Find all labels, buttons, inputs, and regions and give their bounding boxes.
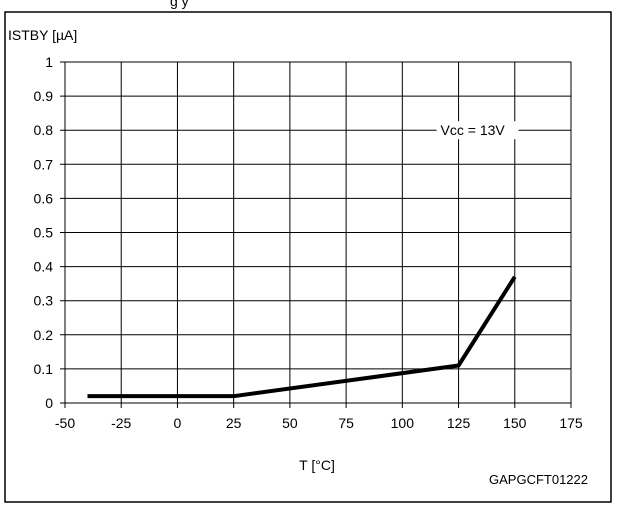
x-tick-label: 175 [559,415,583,431]
annotation-vcc: Vcc = 13V [441,122,506,138]
y-tick-labels: 0 0.1 0.2 0.3 0.4 0.5 0.6 0.7 0.8 0.9 1 [34,54,54,411]
x-tick-label: 25 [226,415,242,431]
x-tick-label: 100 [391,415,415,431]
y-tick-label: 0.3 [34,293,54,309]
series-line-istby [87,275,517,399]
y-tick-label: 0.7 [34,156,54,172]
figure-code: GAPGCFT01222 [489,472,588,487]
figure-frame [4,11,612,503]
x-tick-label: 125 [447,415,471,431]
y-tick-label: 0.6 [34,190,54,206]
y-tick-label: 0 [45,395,53,411]
x-tick-label: -50 [55,415,75,431]
plot-area [64,61,572,404]
x-tick-label: -25 [111,415,131,431]
annotation-group: Vcc = 13V [436,121,519,140]
y-tick-label: 0.1 [34,361,54,377]
x-tick-label: 50 [282,415,298,431]
x-tick-label: 0 [174,415,182,431]
y-tick-label: 0.2 [34,327,54,343]
x-tick-label: 150 [503,415,527,431]
y-tick-label: 0.9 [34,88,54,104]
y-tick-label: 0.8 [34,122,54,138]
grid [60,61,572,408]
x-axis-label: T [°C] [299,457,335,473]
x-tick-labels: -50 -25 0 25 50 75 100 125 150 175 [55,415,583,431]
y-tick-label: 0.5 [34,225,54,241]
y-axis-label: ISTBY [µA] [8,27,77,43]
annotation-background [436,121,519,140]
header-fragment: g y [170,0,189,9]
x-tick-label: 75 [338,415,354,431]
y-tick-label: 1 [45,54,53,70]
y-tick-label: 0.4 [34,259,54,275]
